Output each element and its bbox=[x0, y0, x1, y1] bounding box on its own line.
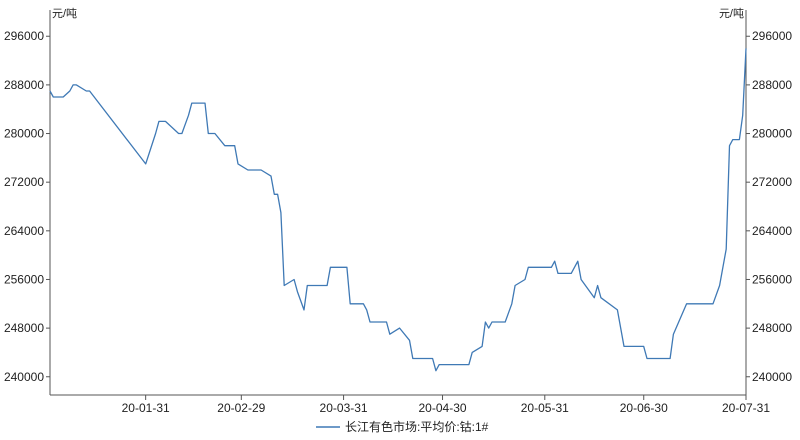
y-tick-label-right: 272000 bbox=[752, 175, 792, 189]
y-tick-label-left: 272000 bbox=[4, 175, 44, 189]
y-tick-label-right: 280000 bbox=[752, 127, 792, 141]
y-tick-label-right: 296000 bbox=[752, 29, 792, 43]
legend: 长江有色市场:平均价:钴:1# bbox=[316, 419, 489, 434]
y-tick-label-right: 264000 bbox=[752, 224, 792, 238]
y-tick-label-left: 296000 bbox=[4, 29, 44, 43]
x-tick-label: 20-05-31 bbox=[521, 401, 569, 415]
x-axis: 20-01-31 20-02-29 20-03-31 20-04-30 20-05-31… bbox=[122, 395, 770, 415]
y-axis-left: 296000 288000 280000 272000 264000 256000 2480… bbox=[4, 29, 50, 384]
y-tick-label-left: 240000 bbox=[4, 370, 44, 384]
y-tick-label-left: 264000 bbox=[4, 224, 44, 238]
y-tick-label-right: 240000 bbox=[752, 370, 792, 384]
y-tick-label-right: 288000 bbox=[752, 78, 792, 92]
x-tick-label: 20-01-31 bbox=[122, 401, 170, 415]
y-tick-label-right: 256000 bbox=[752, 272, 792, 286]
series-line bbox=[49, 48, 747, 372]
y-axis-unit-left: 元/吨 bbox=[52, 7, 77, 20]
x-tick-label: 20-06-30 bbox=[620, 401, 668, 415]
x-tick-label: 20-03-31 bbox=[320, 401, 368, 415]
y-tick-label-right: 248000 bbox=[752, 321, 792, 335]
y-tick-label-left: 280000 bbox=[4, 127, 44, 141]
x-tick-label: 20-07-31 bbox=[722, 401, 770, 415]
legend-label: 长江有色市场:平均价:钴:1# bbox=[345, 419, 489, 434]
y-tick-label-left: 248000 bbox=[4, 321, 44, 335]
y-tick-label-left: 256000 bbox=[4, 272, 44, 286]
y-tick-label-left: 288000 bbox=[4, 78, 44, 92]
plot-frame bbox=[49, 10, 747, 396]
y-axis-right: 296000 288000 280000 272000 264000 256000 2480… bbox=[746, 29, 792, 384]
series-layer bbox=[49, 48, 747, 372]
y-axis-unit-right: 元/吨 bbox=[719, 7, 744, 20]
x-tick-label: 20-04-30 bbox=[419, 401, 467, 415]
x-tick-label: 20-02-29 bbox=[217, 401, 265, 415]
